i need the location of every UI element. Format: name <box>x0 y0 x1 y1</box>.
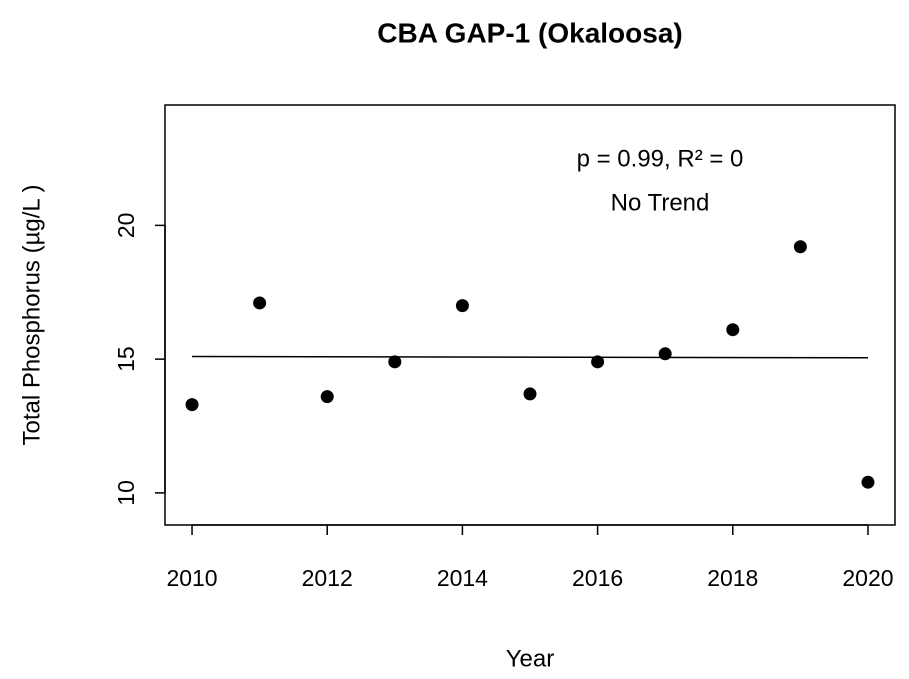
x-tick-label: 2018 <box>707 565 758 591</box>
data-point <box>793 240 807 254</box>
x-tick-label: 2020 <box>842 565 893 591</box>
y-tick-label: 15 <box>113 346 139 372</box>
y-tick-label: 20 <box>113 213 139 239</box>
data-point <box>320 390 334 404</box>
plot-frame <box>164 104 896 526</box>
data-point <box>726 323 740 337</box>
annotation: No Trend <box>611 189 710 216</box>
data-point <box>591 355 605 369</box>
data-point <box>523 387 537 401</box>
data-point <box>658 347 672 361</box>
data-point <box>861 475 875 489</box>
x-axis-label: Year <box>506 645 555 672</box>
y-tick-label: 10 <box>113 480 139 506</box>
data-point <box>185 398 199 412</box>
y-axis-label: Total Phosphorus (µg/L ) <box>18 184 45 445</box>
data-point <box>455 299 469 313</box>
x-tick-label: 2016 <box>572 565 623 591</box>
x-tick-label: 2010 <box>166 565 217 591</box>
annotation: p = 0.99, R² = 0 <box>577 145 744 172</box>
data-point <box>388 355 402 369</box>
x-tick-label: 2012 <box>302 565 353 591</box>
chart-title: CBA GAP-1 (Okaloosa) <box>377 17 682 48</box>
data-point <box>253 296 267 310</box>
trend-line <box>192 355 868 359</box>
x-tick-label: 2014 <box>437 565 488 591</box>
